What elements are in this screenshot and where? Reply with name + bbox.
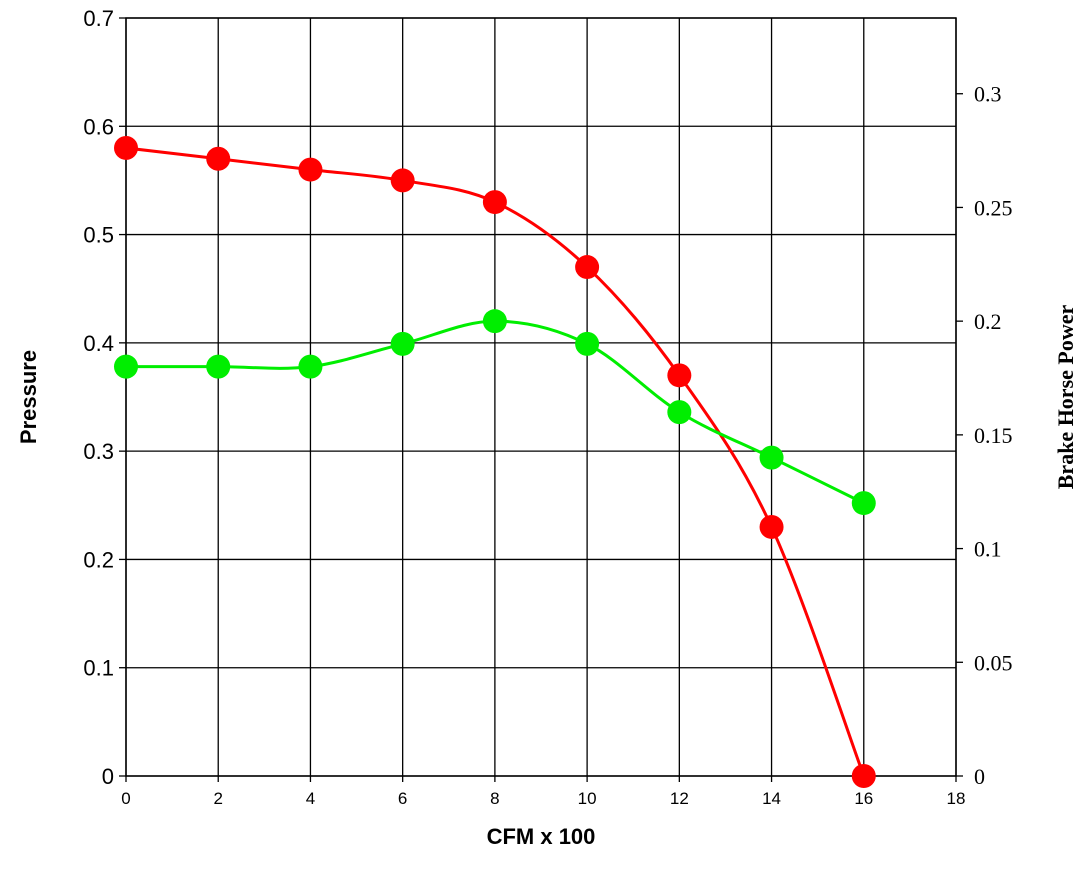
x-tick-label: 8	[490, 789, 499, 808]
data-point	[114, 135, 138, 160]
y2-tick-label: 0.05	[974, 650, 1013, 675]
x-tick-label: 14	[762, 789, 781, 808]
y2-tick-label: 0.25	[974, 195, 1013, 220]
y2-tick-label: 0.2	[974, 309, 1002, 334]
y-tick-label: 0.4	[83, 331, 114, 356]
x-tick-label: 6	[398, 789, 407, 808]
x-axis-label: CFM x 100	[487, 824, 596, 849]
x-tick-label: 0	[121, 789, 130, 808]
x-tick-label: 18	[947, 789, 966, 808]
data-point	[759, 445, 784, 470]
grid-lines	[119, 17, 963, 782]
data-point	[206, 354, 231, 379]
data-point	[298, 354, 323, 379]
plot-area-frame	[125, 17, 957, 777]
data-point	[206, 146, 231, 171]
y2-tick-label: 0	[974, 764, 985, 789]
y-axis-label: Pressure	[16, 350, 41, 444]
data-point	[482, 190, 507, 215]
data-point	[390, 168, 415, 193]
data-point	[390, 331, 415, 356]
y2-tick-label: 0.3	[974, 82, 1002, 107]
x-tick-label: 10	[578, 789, 597, 808]
y-tick-label: 0.5	[83, 223, 114, 248]
data-point	[851, 491, 876, 516]
tick-labels: 0 2 4 6 8 10 12 14 16 18 0 0.1 0.2 0.3 0.4 0.5 0.6 0.7 0 0.…	[83, 6, 1012, 808]
series-1	[114, 135, 876, 788]
y-tick-label: 0.3	[83, 439, 114, 464]
y-tick-label: 0.6	[83, 114, 114, 139]
y-tick-label: 0.1	[83, 656, 114, 681]
data-point	[759, 514, 784, 539]
data-point	[667, 363, 692, 388]
y2-axis-label: Brake Horse Power	[1053, 305, 1078, 490]
y-tick-label: 0.7	[83, 6, 114, 31]
data-point	[298, 157, 323, 182]
series-2	[114, 309, 876, 516]
y2-tick-label: 0.15	[974, 423, 1013, 448]
x-tick-label: 2	[213, 789, 222, 808]
data-point	[851, 764, 876, 788]
y-tick-label: 0.2	[83, 547, 114, 572]
data-point	[667, 400, 692, 425]
x-tick-label: 16	[854, 789, 873, 808]
data-point	[114, 354, 138, 379]
series-group	[114, 135, 876, 788]
x-tick-label: 12	[670, 789, 689, 808]
y2-tick-label: 0.1	[974, 537, 1002, 562]
data-point	[575, 255, 600, 280]
data-point	[575, 331, 600, 356]
x-tick-label: 4	[306, 789, 315, 808]
y-tick-label: 0	[102, 764, 114, 789]
data-point	[482, 309, 507, 334]
